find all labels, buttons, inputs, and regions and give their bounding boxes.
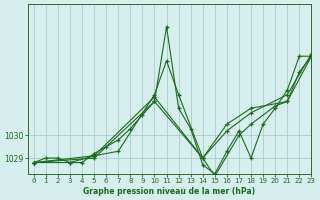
X-axis label: Graphe pression niveau de la mer (hPa): Graphe pression niveau de la mer (hPa) <box>84 187 256 196</box>
